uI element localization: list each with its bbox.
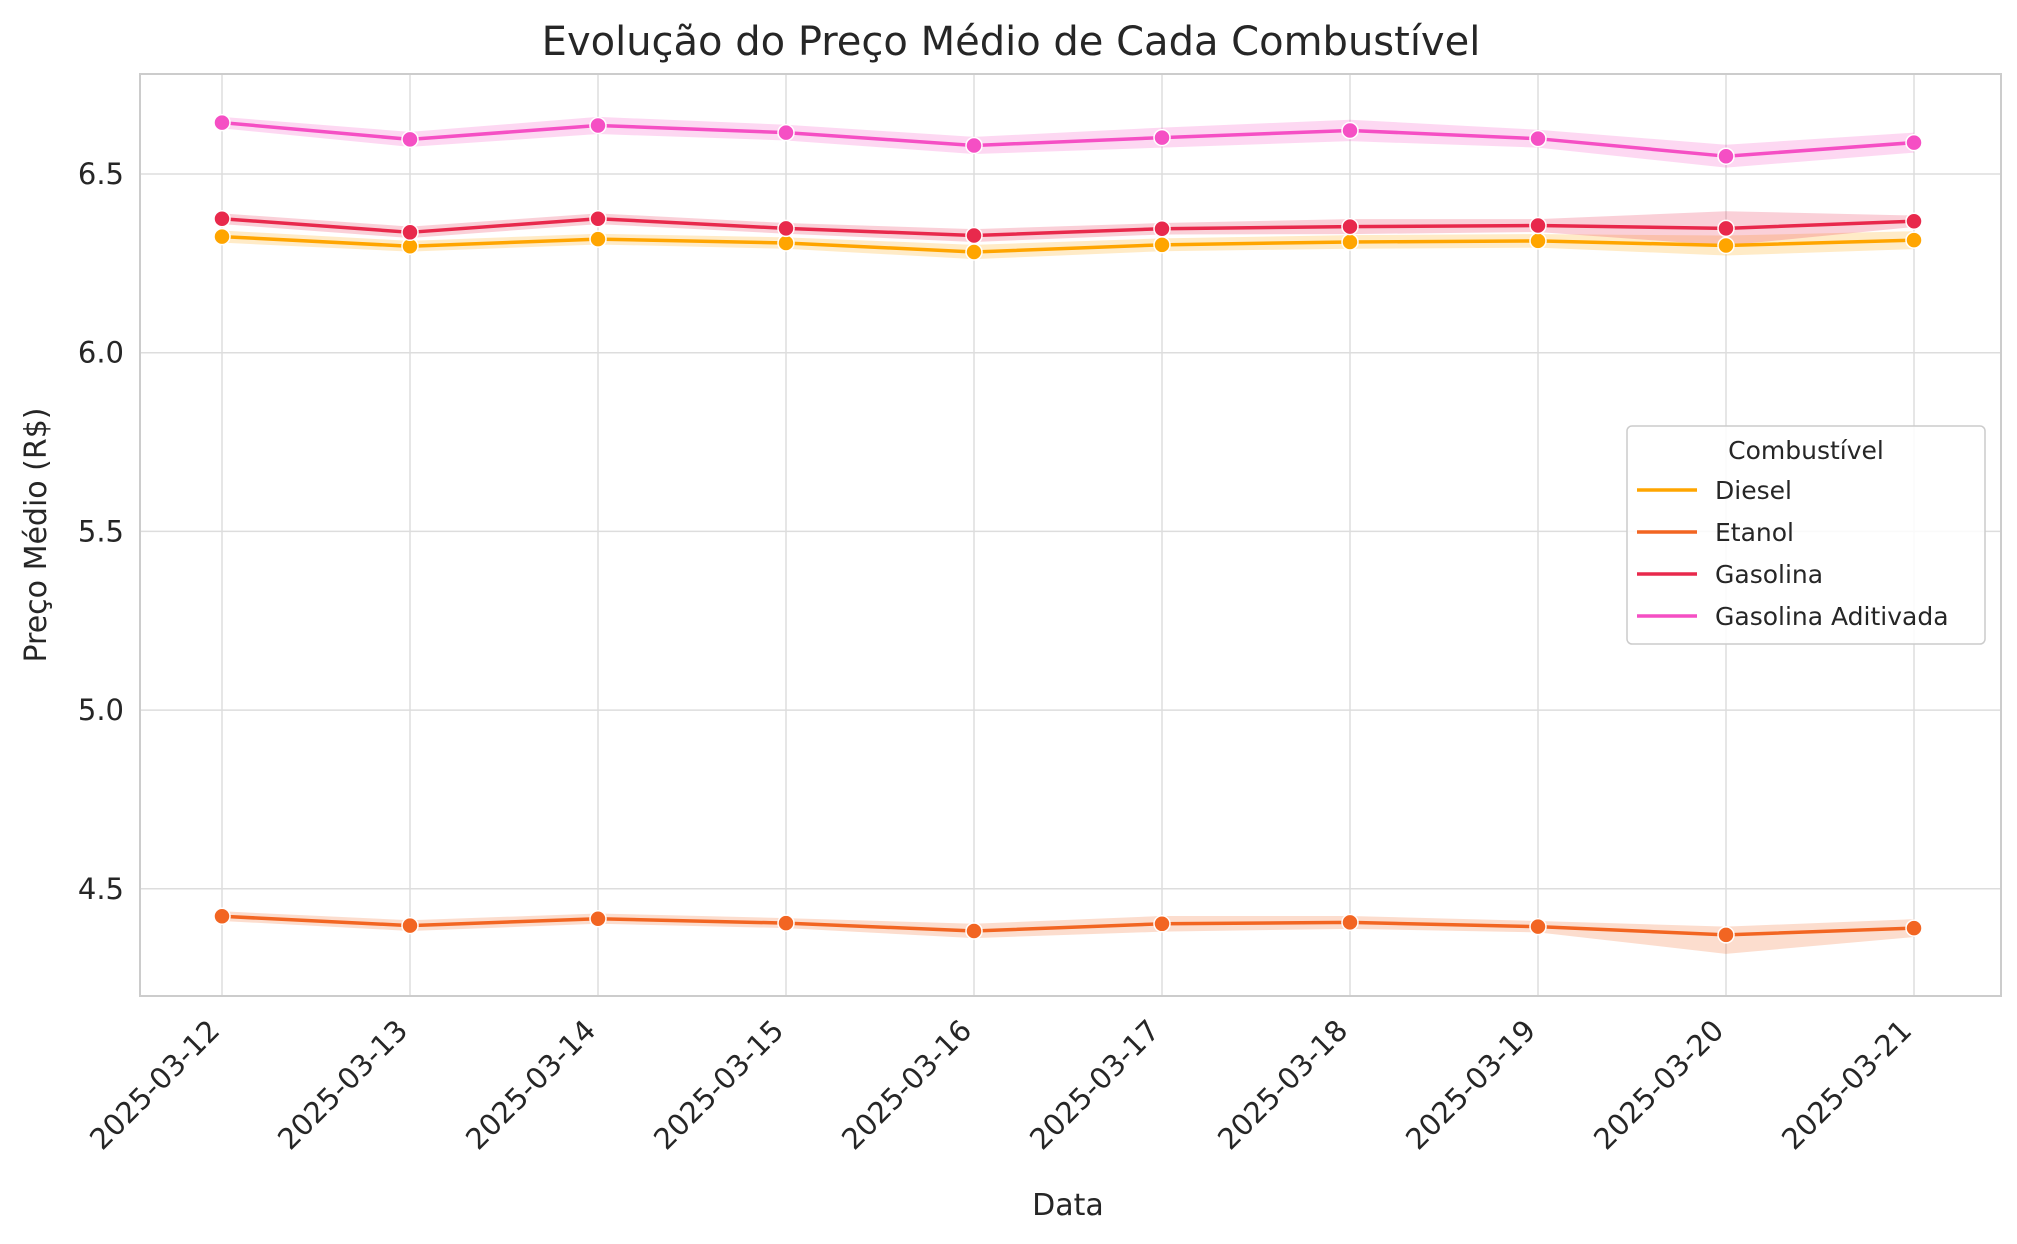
- legend-label: Gasolina Aditivada: [1715, 602, 1949, 631]
- data-point: [213, 113, 231, 132]
- data-point: [1529, 232, 1547, 250]
- data-point: [1905, 212, 1923, 230]
- data-point: [1153, 219, 1171, 238]
- data-point: [1341, 233, 1359, 251]
- series-line: [221, 914, 1915, 937]
- data-point: [965, 922, 983, 940]
- data-point: [777, 914, 795, 932]
- data-point: [777, 123, 795, 142]
- series-line: [221, 234, 1915, 254]
- data-point: [1153, 915, 1171, 933]
- data-point: [777, 234, 795, 252]
- data-point: [1529, 129, 1547, 148]
- y-axis-label: Preço Médio (R$): [19, 407, 54, 662]
- legend-label: Diesel: [1715, 476, 1792, 505]
- data-point: [1717, 236, 1735, 255]
- x-axis-label: Data: [1032, 1188, 1104, 1223]
- data-point: [1905, 133, 1923, 152]
- data-point: [401, 223, 419, 242]
- data-point: [1717, 926, 1735, 944]
- data-point: [401, 130, 419, 149]
- data-point: [589, 209, 607, 228]
- data-point: [589, 910, 607, 928]
- data-point: [965, 226, 983, 245]
- series-line: [221, 216, 1915, 238]
- y-tick-label: 6.0: [78, 336, 124, 370]
- y-tick-labels: 4.5 5.0 5.5 6.0 6.5: [78, 157, 124, 906]
- confidence-band: [222, 911, 1914, 954]
- data-point: [1905, 231, 1923, 249]
- data-point: [965, 136, 983, 155]
- y-tick-label: 4.5: [78, 872, 124, 906]
- data-point: [213, 209, 231, 228]
- data-point: [1529, 216, 1547, 235]
- y-tick-label: 5.0: [78, 693, 124, 727]
- data-point: [589, 116, 607, 135]
- data-point: [213, 227, 231, 246]
- legend-box: [1626, 425, 1986, 645]
- data-point: [401, 916, 419, 935]
- chart-title: Evolução do Preço Médio de Cada Combustí…: [542, 19, 1481, 65]
- data-point: [213, 907, 231, 926]
- y-tick-label: 5.5: [78, 514, 124, 548]
- series-lines: [221, 120, 1915, 937]
- legend-title: Combustível: [1728, 436, 1884, 465]
- plot-frame: [139, 73, 2002, 997]
- series-points: [213, 113, 1923, 944]
- data-point: [1153, 128, 1171, 147]
- legend-label: Gasolina: [1715, 560, 1823, 589]
- data-point: [777, 219, 795, 238]
- data-point: [1717, 147, 1735, 165]
- data-point: [1153, 236, 1171, 254]
- legend: Combustível Diesel Etanol Gasolina Gasolina…: [1626, 425, 1986, 645]
- data-point: [1341, 121, 1359, 140]
- data-point: [1341, 913, 1359, 932]
- data-point: [589, 230, 607, 248]
- confidence-band: [222, 230, 1914, 260]
- data-point: [1341, 217, 1359, 236]
- legend-items: Diesel Etanol Gasolina Gasolina Aditivada: [1637, 476, 1949, 631]
- y-tick-label: 6.5: [78, 157, 124, 191]
- data-point: [1717, 219, 1735, 238]
- data-point: [1529, 917, 1547, 936]
- series-line: [221, 120, 1915, 158]
- data-point: [965, 243, 983, 261]
- legend-label: Etanol: [1715, 518, 1794, 547]
- data-point: [1905, 919, 1923, 937]
